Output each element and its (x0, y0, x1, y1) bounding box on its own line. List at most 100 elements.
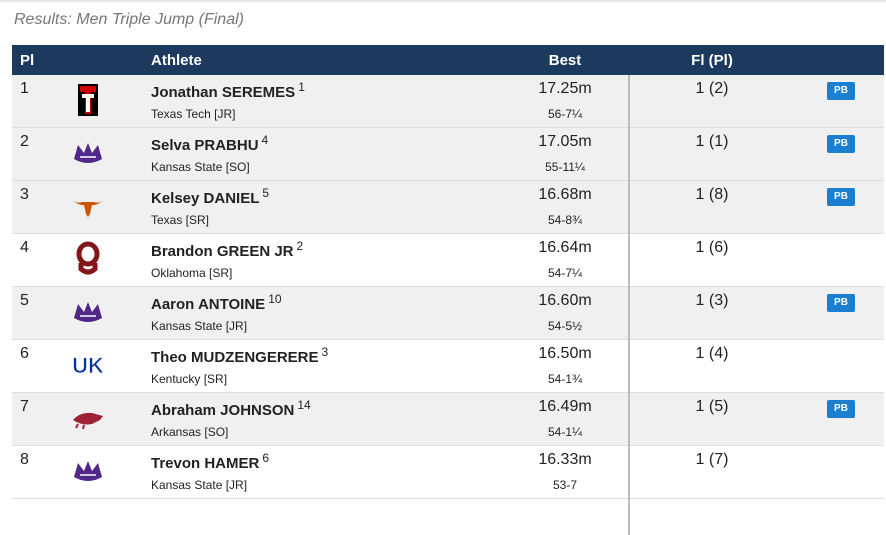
athlete-name[interactable]: Selva PRABHU (151, 137, 259, 154)
column-header: Best (548, 52, 582, 69)
result-row: 5 Aaron ANTOINE 10 Kansas State [JR] 16.60m 5… (12, 287, 884, 340)
seed: 1 (298, 80, 305, 94)
logo-icon (72, 200, 104, 217)
flight-place: 1 (2) (695, 80, 729, 97)
team-name: Oklahoma [SR] (151, 266, 233, 280)
athlete-cell: Trevon HAMER 6 (151, 451, 269, 472)
team-name: Texas [SR] (151, 213, 210, 227)
result-row: 4 Brandon GREEN JR 2 Oklahoma [SR] 16.64m 54-… (12, 234, 884, 287)
page-title: Results: Men Triple Jump (Final) (14, 11, 244, 28)
imperial-mark: 54-8¾ (547, 213, 583, 227)
imperial-mark: 54-5½ (547, 319, 583, 333)
athlete-name[interactable]: Aaron ANTOINE (151, 296, 266, 313)
results-table: Pl Athlete Best Fl (Pl) 1 Jonathan SEREME… (12, 45, 884, 535)
athlete-name[interactable]: Kelsey DANIEL (151, 190, 260, 207)
place: 1 (20, 80, 29, 97)
team-name: Kansas State [JR] (151, 319, 248, 333)
team-name: Kansas State [JR] (151, 478, 248, 492)
imperial-mark: 54-1¼ (547, 425, 583, 439)
seed: 4 (261, 133, 269, 147)
athlete-cell: Brandon GREEN JR 2 (151, 239, 303, 260)
pb-badge: PB (827, 188, 855, 206)
seed: 3 (321, 345, 329, 359)
place: 2 (20, 133, 29, 150)
athlete-cell: Jonathan SEREMES 1 (151, 80, 305, 101)
result-row: 6 UK Theo MUDZENGERERE 3 Kentucky [SR] 16.50m… (12, 340, 884, 393)
result-row: 7 Abraham JOHNSON 14 Arkansas [SO] 16.49m 54-… (12, 393, 884, 446)
flight-place: 1 (1) (695, 133, 729, 150)
table-header: Pl Athlete Best Fl (Pl) (12, 45, 884, 75)
column-header: Athlete (151, 52, 202, 69)
logo-icon (74, 143, 102, 163)
team-logo (70, 135, 106, 171)
best-mark: 16.60m (538, 292, 592, 309)
logo-icon: UK (72, 353, 105, 379)
team-logo: UK (70, 347, 106, 383)
flight-place: 1 (7) (695, 451, 729, 468)
result-row: 8 Trevon HAMER 6 Kansas State [JR] 16.33m 53-… (12, 446, 884, 499)
team-logo (70, 400, 106, 436)
athlete-name[interactable]: Abraham JOHNSON (151, 402, 295, 419)
pb-badge: PB (827, 294, 855, 312)
imperial-mark: 54-7¼ (547, 266, 583, 280)
imperial-mark: 55-11¼ (545, 160, 585, 174)
athlete-name[interactable]: Brandon GREEN JR (151, 243, 294, 260)
best-mark: 16.50m (538, 345, 592, 362)
team-name: Texas Tech [JR] (151, 107, 236, 121)
column-header: Fl (Pl) (691, 52, 733, 69)
best-mark: 17.05m (538, 133, 592, 150)
imperial-mark: 53-7 (552, 478, 578, 492)
place: 8 (20, 451, 29, 468)
place: 3 (20, 186, 29, 203)
pb-badge: PB (827, 135, 855, 153)
logo-icon (78, 84, 98, 116)
athlete-cell: Selva PRABHU 4 (151, 133, 268, 154)
best-mark: 16.33m (538, 451, 592, 468)
seed: 2 (296, 239, 304, 253)
logo-icon (73, 412, 103, 430)
team-logo (70, 241, 106, 277)
flight-place: 1 (3) (695, 292, 729, 309)
athlete-cell: Theo MUDZENGERERE 3 (151, 345, 328, 366)
flight-place: 1 (5) (695, 398, 729, 415)
athlete-name[interactable]: Jonathan SEREMES (151, 84, 296, 101)
team-logo (70, 188, 106, 224)
seed: 6 (262, 451, 270, 465)
best-mark: 16.64m (538, 239, 592, 256)
flight-place: 1 (6) (695, 239, 729, 256)
team-logo (70, 82, 106, 118)
seed: 10 (268, 292, 282, 306)
column-header: Pl (20, 52, 35, 69)
svg-text:UK: UK (72, 353, 104, 378)
imperial-mark: 54-1¾ (547, 372, 583, 386)
place: 4 (20, 239, 29, 256)
athlete-name[interactable]: Theo MUDZENGERERE (151, 349, 319, 366)
athlete-name[interactable]: Trevon HAMER (151, 455, 260, 472)
athlete-cell: Aaron ANTOINE 10 (151, 292, 282, 313)
place: 6 (20, 345, 29, 362)
top-bar (0, 0, 886, 3)
best-mark: 16.68m (538, 186, 592, 203)
result-row: 3 Kelsey DANIEL 5 Texas [SR] 16.68m 54-8¾ 1 (8… (12, 181, 884, 234)
team-logo (70, 294, 106, 330)
athlete-cell: Kelsey DANIEL 5 (151, 186, 269, 207)
best-mark: 16.49m (538, 398, 592, 415)
team-logo (70, 453, 106, 489)
pb-badge: PB (827, 82, 855, 100)
result-row: 1 Jonathan SEREMES 1 Texas Tech [JR] 17.25m 5… (12, 75, 884, 128)
athlete-cell: Abraham JOHNSON 14 (151, 398, 311, 419)
best-mark: 17.25m (538, 80, 592, 97)
place: 7 (20, 398, 29, 415)
logo-icon (74, 302, 102, 322)
imperial-mark: 56-7¼ (547, 107, 583, 121)
result-row: 2 Selva PRABHU 4 Kansas State [SO] 17.05m 55-… (12, 128, 884, 181)
team-name: Kansas State [SO] (151, 160, 250, 174)
pb-badge: PB (827, 400, 855, 418)
seed: 5 (262, 186, 270, 200)
column-divider (628, 75, 630, 535)
logo-icon (76, 241, 100, 275)
seed: 14 (297, 398, 311, 412)
flight-place: 1 (8) (695, 186, 729, 203)
team-name: Kentucky [SR] (151, 372, 228, 386)
